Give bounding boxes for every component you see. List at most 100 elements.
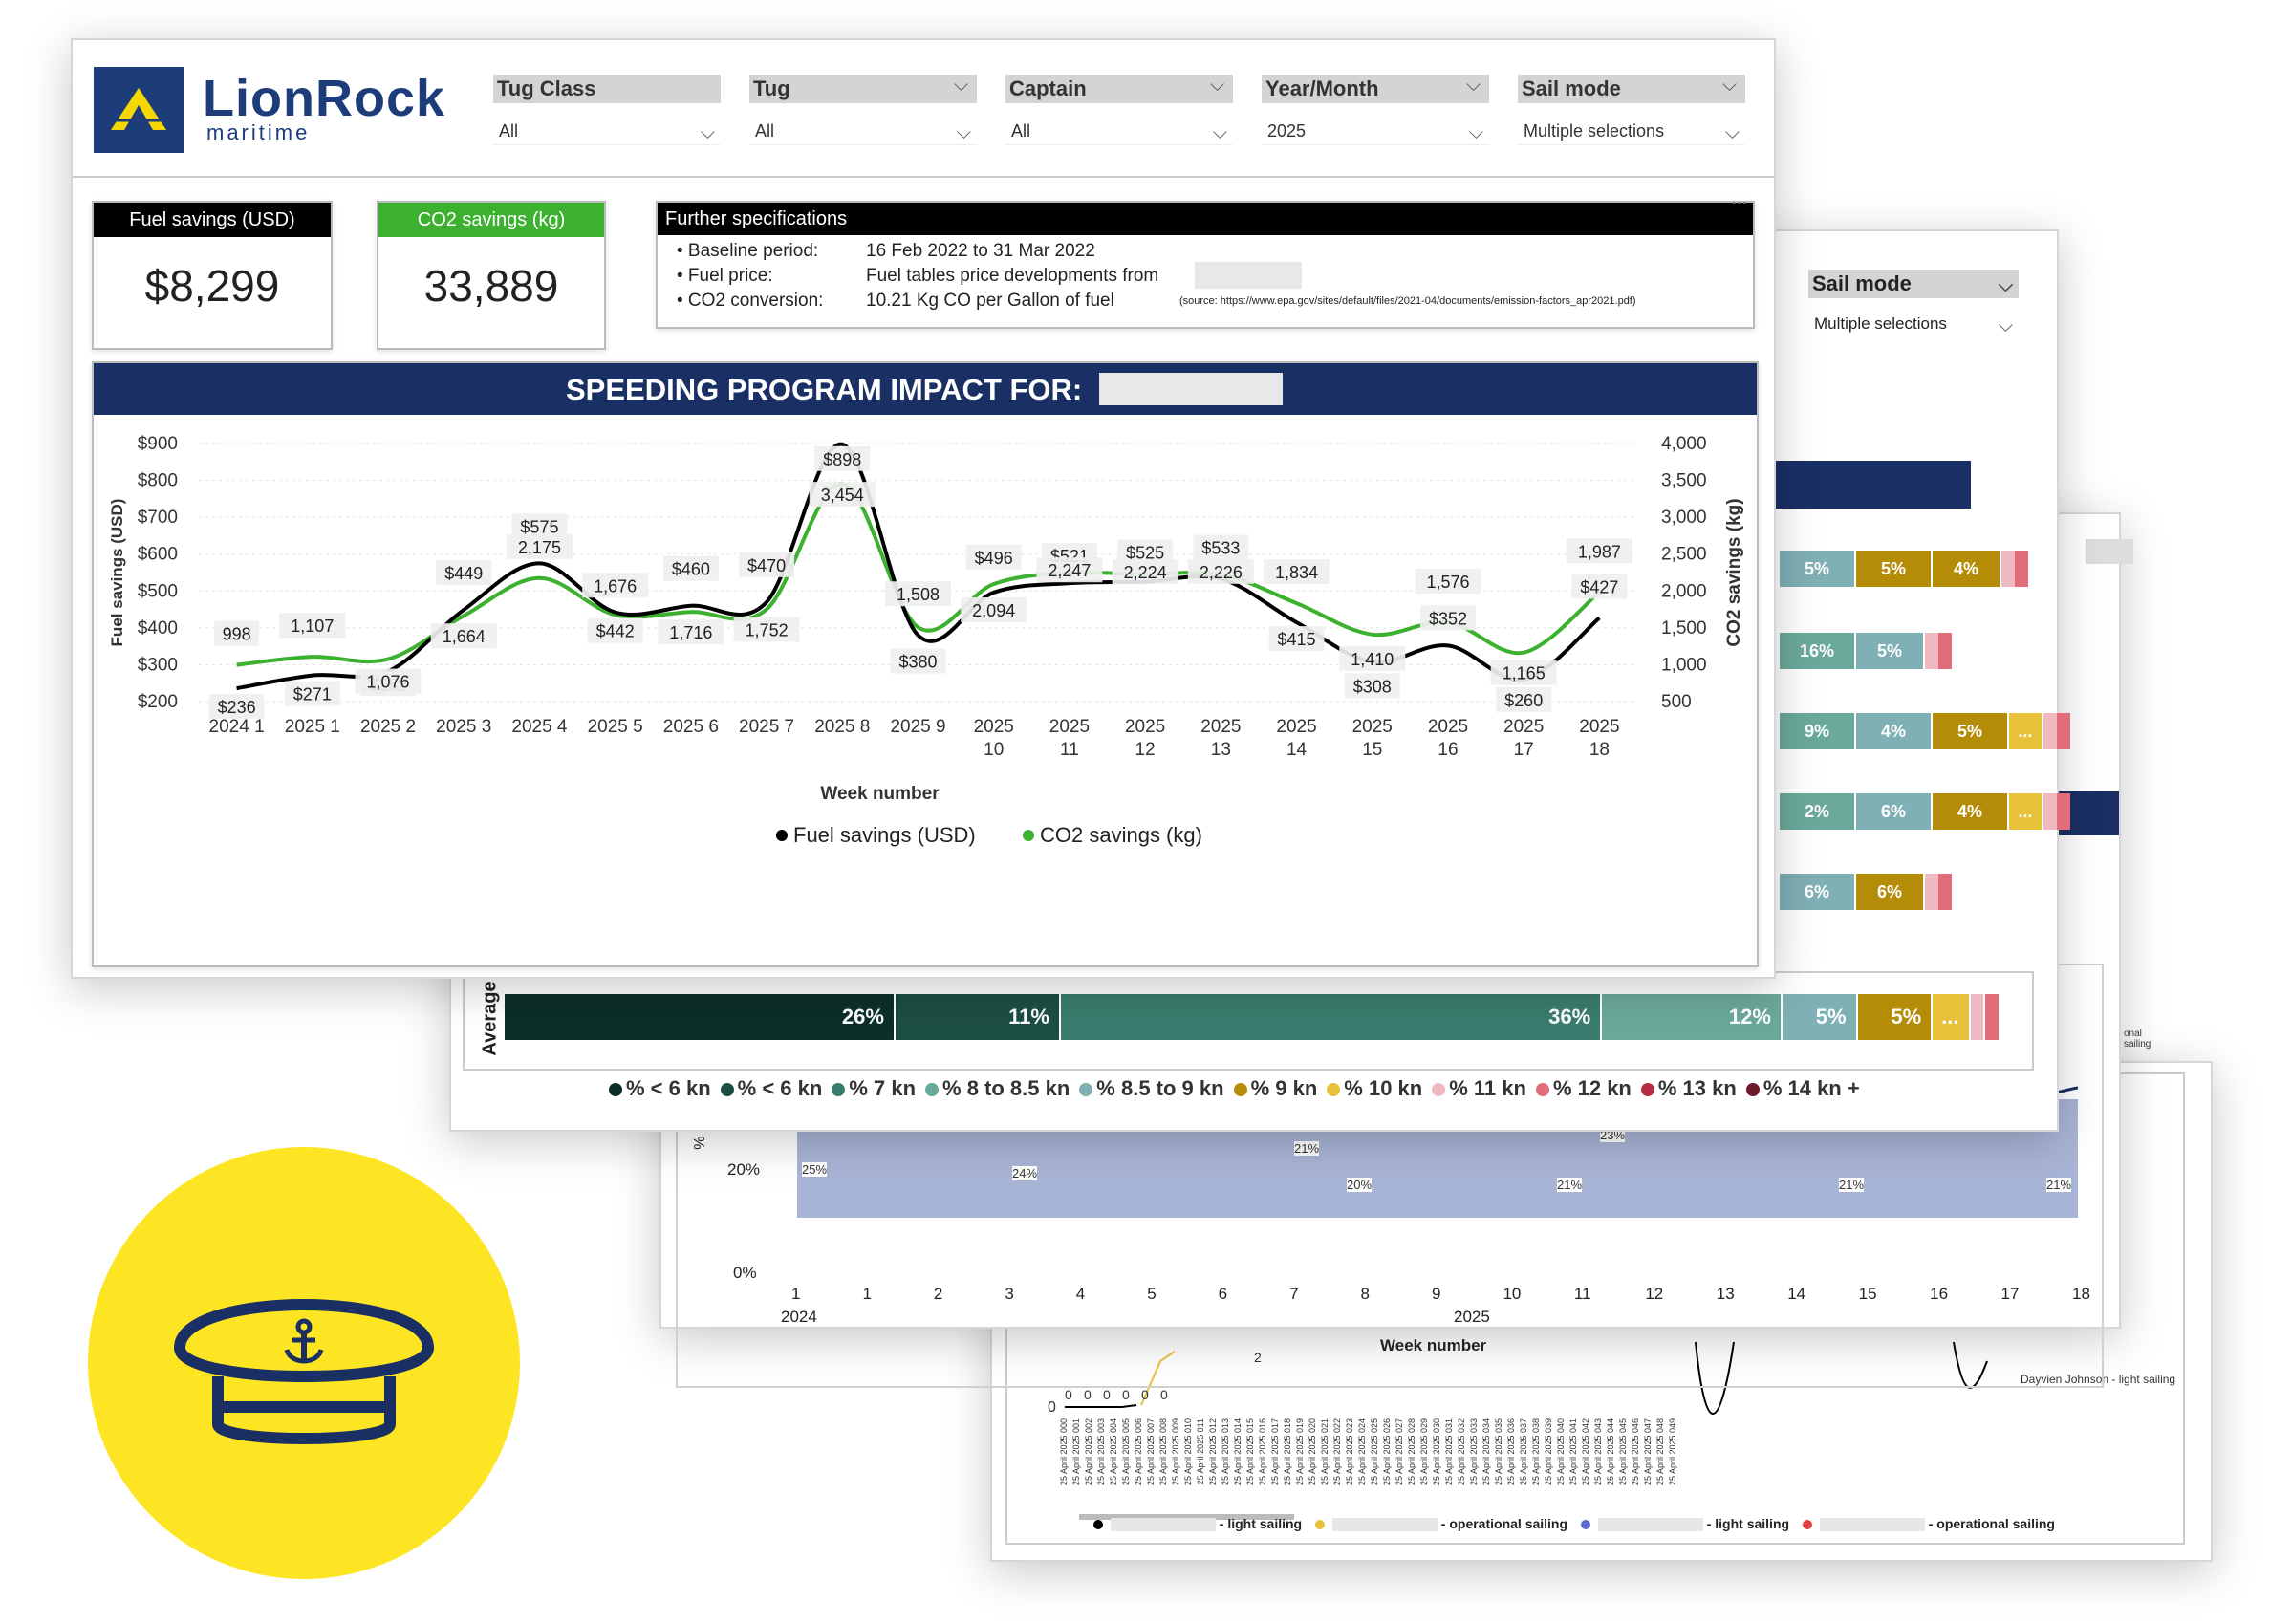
spec-val-co2: 10.21 Kg CO per Gallon of fuel <box>866 291 1114 311</box>
date-tick-label: 25 April 2025 006 <box>1134 1418 1143 1485</box>
co2-data-label: 1,508 <box>897 585 940 604</box>
x-tick-label: 13 <box>1211 740 1231 760</box>
panel-4-chart-frame: 25 April 2025 000 25 April 2025 001 25 Apr… <box>1005 1072 2185 1545</box>
chevron-down-icon: ⌵ <box>1210 75 1225 96</box>
speed-segment[interactable]: 5% <box>1857 994 1932 1040</box>
co2-data-label: 2,247 <box>1048 561 1091 580</box>
spec-key-fuel-price: • Fuel price: <box>677 266 773 286</box>
brand-subtitle: maritime <box>206 120 311 144</box>
co2-data-label: 1,834 <box>1275 563 1318 582</box>
filter-0-dropdown[interactable]: All ⌵ <box>493 117 721 145</box>
fuel-data-label-bg <box>1193 534 1249 560</box>
x-axis-title: Week number <box>820 784 940 804</box>
co2-data-label-bg <box>658 619 724 645</box>
captain-hat-icon <box>173 1299 435 1444</box>
speed-row-segment[interactable]: ... <box>2009 713 2042 749</box>
date-tick-label: 25 April 2025 047 <box>1643 1418 1653 1485</box>
legend-dot <box>1327 1083 1341 1097</box>
speed-row-segment[interactable]: 4% <box>1933 793 2007 830</box>
speed-row-segment[interactable]: 5% <box>1856 551 1931 587</box>
fuel-data-label-bg <box>965 544 1022 570</box>
date-tick-label: 25 April 2025 011 <box>1196 1418 1205 1484</box>
speed-segment[interactable]: 36% <box>1060 994 1601 1040</box>
x-tick-label: 2025 2 <box>360 717 416 737</box>
panel-3-slicer[interactable] <box>2086 539 2133 564</box>
week-tick: 4 <box>1075 1285 1086 1303</box>
fuel-data-label-bg <box>208 694 265 720</box>
fuel-data-label-bg <box>284 681 340 706</box>
week-tick: 16 <box>1930 1285 1949 1303</box>
filter-4-dropdown[interactable]: Multiple selections ⌵ <box>1518 117 1745 145</box>
sail-mode-value-2-text: Multiple selections <box>1814 314 1947 333</box>
sailing-mini-chart: 25 April 2025 000 25 April 2025 001 25 Apr… <box>1059 1341 1988 1520</box>
chevron-down-icon: ⌵ <box>954 75 969 96</box>
filter-1-dropdown[interactable]: All ⌵ <box>749 117 977 145</box>
chevron-down-icon: ⌵ <box>1212 122 1227 143</box>
speed-segment[interactable]: 12% <box>1602 994 1781 1040</box>
speed-row-segment[interactable]: 5% <box>1933 713 2007 749</box>
filter-2-dropdown[interactable]: All ⌵ <box>1005 117 1233 145</box>
sail-mode-value-2[interactable]: Multiple selections ⌵ <box>1808 310 2019 338</box>
legend-fuel-label: Fuel savings (USD) <box>793 823 976 847</box>
panel-main-dashboard: LionRock maritime Tug Class All ⌵ Tug ⌵ All ⌵ C… <box>71 38 1776 979</box>
speed-segment[interactable]: 26% <box>505 994 894 1040</box>
speed-row-segment[interactable]: ... <box>2009 793 2042 830</box>
week-tick: 10 <box>1503 1285 1522 1303</box>
speed-segment[interactable]: 11% <box>895 994 1059 1040</box>
speed-segment[interactable]: 5% <box>1782 994 1856 1040</box>
x-tick-label: 2025 <box>974 717 1014 737</box>
kpi-fuel-value: $8,299 <box>144 261 280 311</box>
fuel-data-label-bg <box>1571 574 1628 599</box>
x-tick-label: 14 <box>1286 740 1308 760</box>
date-tick-label: 25 April 2025 002 <box>1084 1418 1093 1485</box>
sail-mode-slicer-2[interactable]: Sail mode ⌵ Multiple selections ⌵ <box>1808 241 2038 356</box>
co2-data-label-bg <box>733 617 800 642</box>
speed-segment[interactable]: ... <box>1933 994 1969 1040</box>
speed-row-segment[interactable]: 6% <box>1856 874 1923 910</box>
legend-dot-black <box>1093 1520 1103 1530</box>
speed-row-segment[interactable]: 4% <box>1856 713 1931 749</box>
speed-row-segment-red <box>2057 793 2070 830</box>
fuel-data-label-bg <box>1496 686 1552 712</box>
x-tick-label: 2025 <box>1049 717 1090 737</box>
speed-row-segment[interactable]: 16% <box>1780 633 1854 669</box>
speed-row-segment[interactable]: 5% <box>1856 633 1923 669</box>
co2-data-label-bg <box>1490 660 1557 685</box>
speed-segment[interactable] <box>1970 994 1984 1040</box>
zero-point-label: 0 <box>1160 1387 1168 1402</box>
date-tick-label: 25 April 2025 044 <box>1606 1418 1615 1485</box>
x-tick-label: 2025 <box>1579 717 1619 737</box>
chevron-down-icon: ⌵ <box>1468 122 1483 143</box>
date-tick-label: 25 April 2025 022 <box>1332 1418 1342 1485</box>
fuel-data-label-bg <box>890 648 946 674</box>
speed-row-segment[interactable]: 6% <box>1856 793 1931 830</box>
speed-row-segment-pink <box>2001 551 2015 587</box>
panel-2-average-frame: Average 26% 11% 36% 12% 5% 5%... <box>463 971 2034 1071</box>
zero-point-label: 0 <box>1084 1387 1092 1402</box>
y-tick-label: $600 <box>138 545 178 565</box>
date-tick-label: 25 April 2025 023 <box>1345 1418 1354 1485</box>
sail-mode-title-2: Sail mode ⌵ <box>1808 270 2019 298</box>
year-2024: 2024 <box>781 1308 817 1326</box>
speed-row-segment[interactable]: 9% <box>1780 713 1854 749</box>
date-tick-label: 25 April 2025 041 <box>1568 1418 1578 1485</box>
legend-light-sailing-1: - light sailing <box>1219 1516 1303 1531</box>
filter-3-dropdown[interactable]: 2025 ⌵ <box>1262 117 1489 145</box>
co2-data-label: 1,987 <box>1578 542 1621 561</box>
date-tick-label: 25 April 2025 031 <box>1444 1418 1454 1485</box>
co2-data-label: 2,224 <box>1124 563 1167 582</box>
x-tick-label: 2025 9 <box>890 717 945 737</box>
legend-dot <box>1233 1083 1247 1097</box>
co2-data-label-bg <box>885 581 951 607</box>
speed-row-segment[interactable]: 5% <box>1780 551 1854 587</box>
date-tick-label: 25 April 2025 010 <box>1183 1418 1193 1485</box>
legend-operational-sailing-2: - operational sailing <box>1928 1516 2055 1531</box>
speed-row-segment[interactable]: 2% <box>1780 793 1854 830</box>
more-options-icon[interactable]: ... <box>1731 187 1747 208</box>
speed-row-segment[interactable]: 6% <box>1780 874 1854 910</box>
fuel-data-label-bg <box>1268 626 1325 652</box>
speed-segment[interactable] <box>1985 994 1999 1040</box>
speed-row-segment[interactable]: 4% <box>1933 551 2000 587</box>
fuel-data-label: $442 <box>596 622 635 641</box>
chart-title: SPEEDING PROGRAM IMPACT FOR: <box>566 373 1083 406</box>
